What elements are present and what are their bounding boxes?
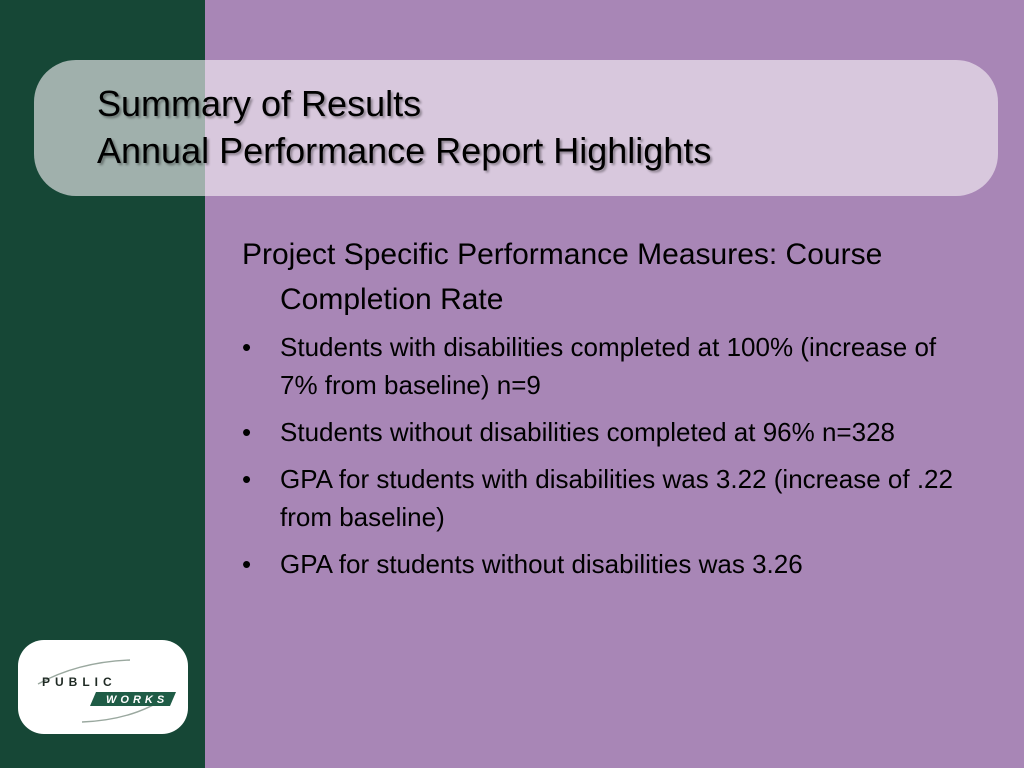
bullet-icon: •	[242, 545, 251, 583]
bullet-icon: •	[242, 460, 251, 498]
bullet-text: Students without disabilities completed …	[280, 417, 895, 447]
bullet-text: Students with disabilities completed at …	[280, 332, 936, 400]
slide-body: Project Specific Performance Measures: C…	[242, 232, 982, 592]
title-line-1: Summary of Results	[97, 80, 711, 127]
logo-text-works: WORKS	[106, 694, 168, 706]
bullet-icon: •	[242, 413, 251, 451]
bullet-text: GPA for students with disabilities was 3…	[280, 464, 953, 532]
bullet-text: GPA for students without disabilities wa…	[280, 549, 803, 579]
list-item: • Students with disabilities completed at…	[242, 328, 970, 404]
logo-graphic: PUBLIC WORKS	[18, 640, 188, 734]
list-item: • GPA for students with disabilities was …	[242, 460, 970, 536]
list-item: • GPA for students without disabilities w…	[242, 545, 970, 583]
list-item: • Students without disabilities completed…	[242, 413, 970, 451]
section-heading: Project Specific Performance Measures: C…	[242, 232, 982, 322]
public-works-logo: PUBLIC WORKS	[18, 640, 188, 734]
title-line-2: Annual Performance Report Highlights	[97, 127, 711, 174]
slide-title: Summary of Results Annual Performance Re…	[97, 80, 711, 174]
logo-text-public: PUBLIC	[42, 675, 117, 689]
bullet-list: • Students with disabilities completed at…	[242, 328, 982, 583]
bullet-icon: •	[242, 328, 251, 366]
